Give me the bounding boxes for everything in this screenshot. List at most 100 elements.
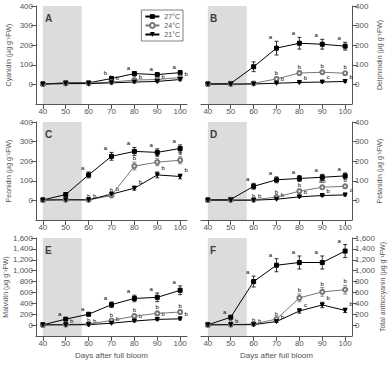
svg-text:E: E <box>45 245 52 256</box>
svg-text:90: 90 <box>318 223 327 232</box>
svg-text:a: a <box>58 311 62 317</box>
svg-text:1,600: 1,600 <box>355 234 376 243</box>
svg-text:70: 70 <box>107 107 116 116</box>
svg-text:C: C <box>45 129 52 140</box>
svg-text:Delphinidin (μg g⁻¹FW): Delphinidin (μg g⁻¹FW) <box>376 20 384 90</box>
svg-text:100: 100 <box>173 107 187 116</box>
svg-text:600: 600 <box>355 288 369 297</box>
svg-text:60: 60 <box>84 107 93 116</box>
svg-text:b: b <box>133 72 137 78</box>
svg-text:1,200: 1,200 <box>13 255 34 264</box>
svg-text:400: 400 <box>355 299 369 308</box>
svg-text:40: 40 <box>203 107 212 116</box>
svg-text:a: a <box>246 269 250 275</box>
svg-text:b: b <box>349 74 353 80</box>
svg-text:b: b <box>275 70 279 76</box>
svg-text:80: 80 <box>295 107 304 116</box>
svg-text:60: 60 <box>249 339 258 348</box>
svg-text:1,000: 1,000 <box>13 266 34 275</box>
svg-text:1,400: 1,400 <box>355 244 376 253</box>
svg-text:a: a <box>178 69 182 75</box>
svg-text:400: 400 <box>355 118 369 127</box>
svg-text:80: 80 <box>130 223 139 232</box>
svg-text:a: a <box>315 167 319 173</box>
svg-text:200: 200 <box>20 41 34 50</box>
svg-text:a: a <box>269 170 273 176</box>
svg-text:200: 200 <box>355 41 369 50</box>
svg-text:b: b <box>139 313 143 319</box>
svg-text:100: 100 <box>338 223 352 232</box>
svg-text:a: a <box>337 238 341 244</box>
svg-text:a: a <box>150 142 154 148</box>
svg-text:400: 400 <box>355 2 369 11</box>
svg-text:c: c <box>304 302 307 308</box>
svg-text:50: 50 <box>226 339 235 348</box>
svg-text:40: 40 <box>38 339 47 348</box>
svg-text:400: 400 <box>20 2 34 11</box>
svg-text:a: a <box>337 166 341 172</box>
svg-text:b: b <box>343 64 347 70</box>
svg-text:0: 0 <box>29 321 34 330</box>
svg-text:a: a <box>292 169 296 175</box>
svg-text:80: 80 <box>130 107 139 116</box>
svg-text:Petanidin (μg g⁻¹FW): Petanidin (μg g⁻¹FW) <box>376 139 384 204</box>
svg-text:b: b <box>70 318 74 324</box>
svg-text:300: 300 <box>355 137 369 146</box>
svg-text:b: b <box>133 307 137 313</box>
svg-text:400: 400 <box>20 299 34 308</box>
svg-text:200: 200 <box>20 157 34 166</box>
svg-text:0: 0 <box>29 196 34 205</box>
svg-text:b: b <box>298 287 302 293</box>
svg-text:b: b <box>116 75 120 81</box>
svg-text:b: b <box>104 70 108 76</box>
svg-text:1,600: 1,600 <box>13 234 34 243</box>
svg-text:b: b <box>343 278 347 284</box>
svg-text:40: 40 <box>203 339 212 348</box>
svg-text:b: b <box>184 311 188 317</box>
svg-text:60: 60 <box>249 107 258 116</box>
svg-text:80: 80 <box>295 339 304 348</box>
svg-text:b: b <box>178 303 182 309</box>
svg-text:b: b <box>327 295 331 301</box>
svg-text:D: D <box>210 129 217 140</box>
svg-text:a: a <box>81 306 85 312</box>
svg-text:600: 600 <box>20 288 34 297</box>
svg-text:70: 70 <box>107 339 116 348</box>
svg-text:a: a <box>269 34 273 40</box>
svg-text:a: a <box>127 65 131 71</box>
svg-text:70: 70 <box>107 223 116 232</box>
svg-text:Peonidin (μg g⁻¹FW): Peonidin (μg g⁻¹FW) <box>5 140 13 203</box>
svg-text:70: 70 <box>272 107 281 116</box>
svg-text:90: 90 <box>318 339 327 348</box>
svg-text:80: 80 <box>295 223 304 232</box>
svg-text:40: 40 <box>203 223 212 232</box>
svg-text:0: 0 <box>355 321 360 330</box>
svg-text:50: 50 <box>226 107 235 116</box>
svg-text:27°C: 27°C <box>164 13 180 20</box>
svg-text:b: b <box>162 165 166 171</box>
svg-text:90: 90 <box>318 107 327 116</box>
svg-text:Total anthocyanin (μg g⁻¹FW): Total anthocyanin (μg g⁻¹FW) <box>379 242 387 332</box>
svg-text:300: 300 <box>20 21 34 30</box>
svg-text:a: a <box>150 66 154 72</box>
svg-text:Days after full bloom: Days after full bloom <box>240 351 313 360</box>
svg-text:100: 100 <box>338 107 352 116</box>
svg-text:F: F <box>210 245 216 256</box>
svg-text:50: 50 <box>226 223 235 232</box>
svg-text:100: 100 <box>355 60 369 69</box>
svg-text:a: a <box>172 279 176 285</box>
svg-text:b: b <box>298 182 302 188</box>
svg-text:b: b <box>139 74 143 80</box>
svg-text:a: a <box>337 35 341 41</box>
svg-text:100: 100 <box>20 60 34 69</box>
svg-text:21°C: 21°C <box>164 31 180 38</box>
svg-text:b: b <box>321 281 325 287</box>
svg-text:b: b <box>258 193 262 199</box>
svg-text:b: b <box>349 301 353 307</box>
svg-text:0: 0 <box>355 196 360 205</box>
svg-text:b: b <box>156 304 160 310</box>
svg-text:b: b <box>304 75 308 81</box>
svg-text:B: B <box>210 13 217 24</box>
svg-text:b: b <box>184 71 188 77</box>
svg-text:800: 800 <box>355 277 369 286</box>
